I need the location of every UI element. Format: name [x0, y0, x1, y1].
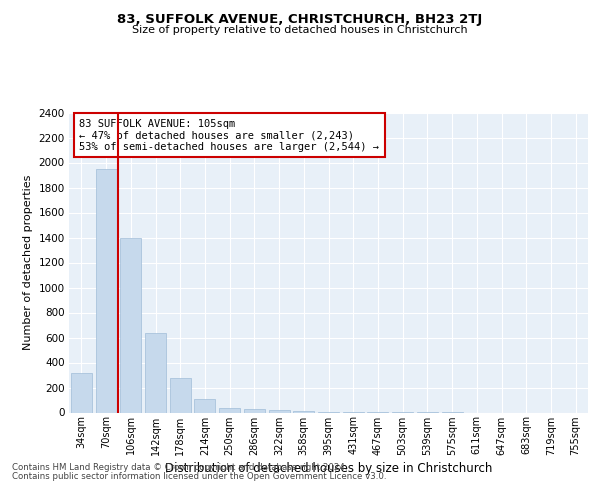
Text: Contains public sector information licensed under the Open Government Licence v3: Contains public sector information licen…: [12, 472, 386, 481]
Text: Contains HM Land Registry data © Crown copyright and database right 2024.: Contains HM Land Registry data © Crown c…: [12, 464, 347, 472]
Bar: [170, 378, 191, 412]
Text: Size of property relative to detached houses in Christchurch: Size of property relative to detached ho…: [132, 25, 468, 35]
Bar: [293, 410, 314, 412]
Bar: [194, 399, 215, 412]
Text: 83 SUFFOLK AVENUE: 105sqm
← 47% of detached houses are smaller (2,243)
53% of se: 83 SUFFOLK AVENUE: 105sqm ← 47% of detac…: [79, 118, 379, 152]
Bar: [95, 169, 116, 412]
Bar: [219, 408, 240, 412]
X-axis label: Distribution of detached houses by size in Christchurch: Distribution of detached houses by size …: [165, 462, 492, 474]
Bar: [120, 238, 141, 412]
Y-axis label: Number of detached properties: Number of detached properties: [23, 175, 33, 350]
Bar: [269, 410, 290, 412]
Bar: [244, 410, 265, 412]
Bar: [145, 332, 166, 412]
Bar: [71, 372, 92, 412]
Text: 83, SUFFOLK AVENUE, CHRISTCHURCH, BH23 2TJ: 83, SUFFOLK AVENUE, CHRISTCHURCH, BH23 2…: [118, 12, 482, 26]
